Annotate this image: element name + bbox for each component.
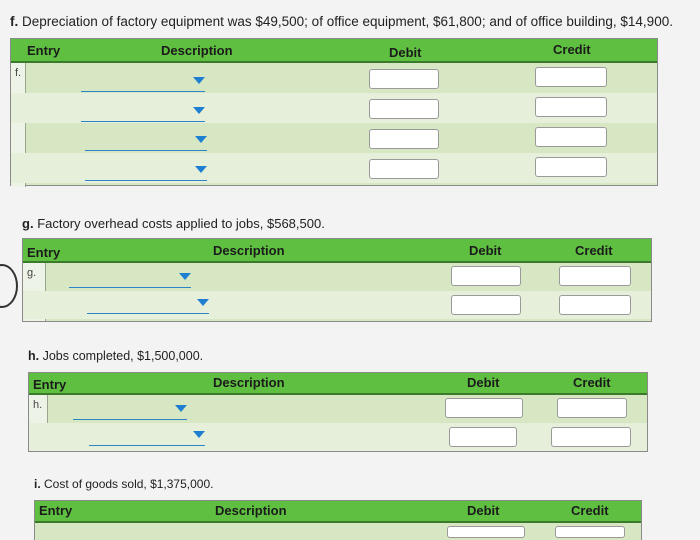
account-select[interactable]	[69, 273, 191, 288]
dropdown-arrow-icon	[193, 431, 205, 438]
dropdown-arrow-icon	[179, 273, 191, 280]
account-select[interactable]	[85, 166, 207, 181]
prompt-h-text: Jobs completed, $1,500,000.	[42, 349, 204, 363]
account-select[interactable]	[81, 77, 205, 92]
header-description: Description	[215, 503, 287, 518]
header-debit: Debit	[469, 243, 502, 258]
debit-input[interactable]	[451, 266, 521, 286]
header-credit: Credit	[573, 375, 611, 390]
header-credit: Credit	[575, 243, 613, 258]
debit-input[interactable]	[369, 69, 439, 89]
debit-input[interactable]	[447, 526, 525, 538]
header-description: Description	[213, 375, 285, 390]
table-header: Entry Description Debit Credit	[23, 239, 651, 263]
header-debit: Debit	[467, 503, 500, 518]
header-entry: Entry	[39, 503, 73, 518]
account-select[interactable]	[85, 136, 207, 151]
dropdown-arrow-icon	[195, 136, 207, 143]
table-row	[11, 123, 657, 153]
prompt-h-letter: h.	[28, 349, 40, 363]
account-select[interactable]	[87, 299, 209, 314]
prompt-i: i. Cost of goods sold, $1,375,000.	[34, 477, 213, 491]
entry-label: f.	[15, 67, 22, 79]
credit-input[interactable]	[559, 295, 631, 315]
radio-circle[interactable]	[0, 264, 18, 308]
credit-input[interactable]	[555, 526, 625, 538]
prompt-f-letter: f.	[10, 14, 19, 29]
debit-input[interactable]	[445, 398, 523, 418]
debit-input[interactable]	[369, 159, 439, 179]
table-header: Entry Description Debit Credit	[35, 501, 641, 523]
header-credit: Credit	[571, 503, 609, 518]
dropdown-arrow-icon	[195, 166, 207, 173]
header-description: Description	[161, 43, 233, 58]
entry-label: h.	[33, 399, 43, 411]
table-header: Entry Description Debit Credit	[29, 373, 647, 395]
credit-input[interactable]	[557, 398, 627, 418]
table-row	[23, 263, 651, 291]
debit-input[interactable]	[369, 129, 439, 149]
debit-input[interactable]	[369, 99, 439, 119]
entry-label: g.	[27, 267, 37, 279]
prompt-i-text: Cost of goods sold, $1,375,000.	[44, 477, 214, 491]
credit-input[interactable]	[535, 67, 607, 87]
dropdown-arrow-icon	[193, 77, 205, 84]
table-row	[29, 395, 647, 423]
journal-table-g: Entry Description Debit Credit g.	[22, 238, 652, 322]
header-credit: Credit	[553, 42, 591, 57]
prompt-h: h. Jobs completed, $1,500,000.	[28, 349, 203, 363]
credit-input[interactable]	[559, 266, 631, 286]
header-debit: Debit	[467, 375, 500, 390]
dropdown-arrow-icon	[193, 107, 205, 114]
credit-input[interactable]	[551, 427, 631, 447]
prompt-g-text: Factory overhead costs applied to jobs, …	[37, 216, 325, 231]
account-select[interactable]	[81, 107, 205, 122]
header-description: Description	[213, 243, 285, 258]
table-row	[11, 93, 657, 123]
header-entry: Entry	[27, 245, 61, 260]
prompt-g: g. Factory overhead costs applied to job…	[22, 216, 325, 231]
header-entry: Entry	[33, 377, 67, 392]
table-row	[11, 153, 657, 183]
dropdown-arrow-icon	[175, 405, 187, 412]
prompt-f-text: Depreciation of factory equipment was $4…	[22, 14, 673, 29]
credit-input[interactable]	[535, 157, 607, 177]
table-row	[23, 291, 651, 319]
journal-table-i: Entry Description Debit Credit	[34, 500, 642, 540]
journal-table-h: Entry Description Debit Credit h.	[28, 372, 648, 452]
debit-input[interactable]	[451, 295, 521, 315]
header-debit: Debit	[389, 45, 422, 60]
prompt-i-letter: i.	[34, 477, 41, 491]
account-select[interactable]	[89, 431, 205, 446]
header-entry: Entry	[27, 43, 61, 58]
journal-table-f: Entry Description Debit Credit f.	[10, 38, 658, 187]
credit-input[interactable]	[535, 97, 607, 117]
table-row	[11, 63, 657, 93]
table-row	[29, 423, 647, 451]
dropdown-arrow-icon	[197, 299, 209, 306]
prompt-f: f. Depreciation of factory equipment was…	[10, 14, 673, 29]
table-header: Entry Description Debit Credit	[11, 39, 657, 63]
account-select[interactable]	[73, 405, 187, 420]
prompt-g-letter: g.	[22, 216, 34, 231]
debit-input[interactable]	[449, 427, 517, 447]
credit-input[interactable]	[535, 127, 607, 147]
